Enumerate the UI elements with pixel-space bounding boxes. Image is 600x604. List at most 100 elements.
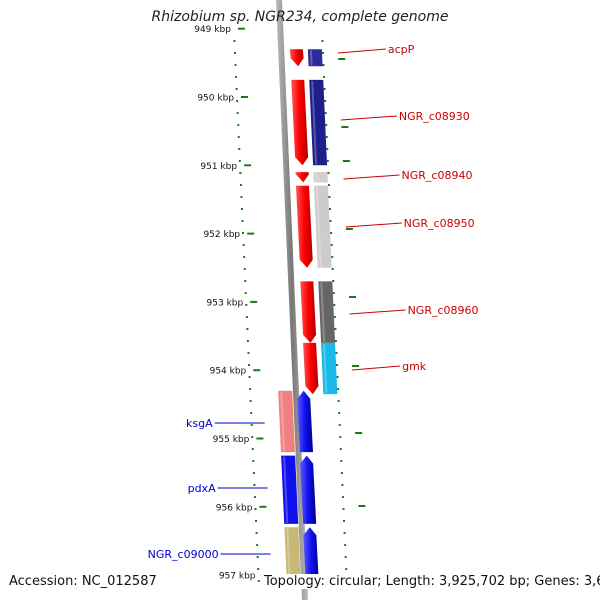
guide-dot: [330, 220, 332, 222]
gene-label-ngr_c08940[interactable]: NGR_c08940: [402, 169, 473, 182]
guide-dot: [326, 148, 328, 150]
guide-dot: [235, 64, 237, 66]
gene-label-acpp[interactable]: acpP: [388, 43, 415, 56]
guide-dot: [247, 352, 249, 354]
guide-dot: [235, 76, 237, 78]
guide-dot: [335, 340, 337, 342]
gene-bar-highlight: [311, 50, 312, 65]
guide-dot: [334, 316, 336, 318]
tick-label: 957 kbp: [219, 572, 256, 582]
guide-dot: [333, 304, 335, 306]
guide-dot: [333, 292, 335, 294]
guide-dot: [249, 388, 251, 390]
tick-label: 950 kbp: [197, 94, 234, 104]
guide-dot: [246, 316, 248, 318]
guide-dot: [244, 280, 246, 282]
guide-dot: [327, 172, 329, 174]
guide-dot: [331, 244, 333, 246]
guide-dot: [250, 412, 252, 414]
guide-dot: [327, 160, 329, 162]
guide-dot: [323, 76, 325, 78]
protein-arrow-ksga[interactable]: [297, 391, 313, 452]
guide-dot: [331, 256, 333, 258]
guide-dot: [241, 208, 243, 210]
guide-dot: [328, 184, 330, 186]
guide-dot: [239, 160, 241, 162]
guide-dot: [250, 400, 252, 402]
guide-dot: [342, 496, 344, 498]
genome-summary-text: Topology: circular; Length: 3,925,702 bp…: [262, 574, 600, 589]
guide-dot: [255, 520, 257, 522]
guide-dot: [236, 88, 238, 90]
tick-label: 949 kbp: [194, 25, 231, 35]
tick-label: 951 kbp: [200, 162, 237, 172]
protein-arrow-ngr_c08960[interactable]: [300, 281, 316, 342]
gene-label-ksga[interactable]: ksgA: [186, 417, 213, 430]
guide-dot: [251, 424, 253, 426]
guide-dot: [340, 448, 342, 450]
gene-label-gmk[interactable]: gmk: [402, 360, 427, 373]
guide-dot: [337, 388, 339, 390]
tick-label: 955 kbp: [213, 435, 250, 445]
guide-dot: [249, 376, 251, 378]
protein-arrow-ngr_c08940[interactable]: [295, 172, 308, 182]
protein-arrow-acpp[interactable]: [290, 49, 304, 66]
guide-dot: [252, 448, 254, 450]
guide-dot: [335, 352, 337, 354]
guide-dot: [340, 460, 342, 462]
tick-label: 952 kbp: [203, 230, 240, 240]
guide-dot: [234, 52, 236, 54]
protein-arrow-ngr_c08950[interactable]: [296, 186, 313, 268]
gene-label-pdxa[interactable]: pdxA: [188, 482, 216, 495]
guide-dot: [245, 304, 247, 306]
guide-dot: [246, 328, 248, 330]
page-title: Rhizobium sp. NGR234, complete genome: [0, 9, 600, 25]
guide-dot: [248, 364, 250, 366]
guide-dot: [339, 436, 341, 438]
guide-dot: [240, 196, 242, 198]
guide-dot: [243, 256, 245, 258]
guide-dot: [330, 232, 332, 234]
guide-dot: [239, 172, 241, 174]
guide-dot: [345, 568, 347, 570]
guide-dot: [343, 520, 345, 522]
guide-dot: [237, 124, 239, 126]
guide-dot: [338, 412, 340, 414]
gene-label-ngr_c08930[interactable]: NGR_c08930: [399, 110, 470, 123]
guide-dot: [256, 544, 258, 546]
label-leader-line: [352, 366, 400, 370]
guide-dot: [344, 532, 346, 534]
guide-dot: [325, 112, 327, 114]
label-leader-line: [344, 175, 400, 179]
gene-label-ngr_c09000[interactable]: NGR_c09000: [148, 548, 219, 561]
label-leader-line: [350, 310, 406, 314]
guide-dot: [341, 484, 343, 486]
guide-dot: [323, 64, 325, 66]
protein-arrow-gmk[interactable]: [303, 343, 318, 394]
guide-dot: [251, 436, 253, 438]
guide-dot: [337, 376, 339, 378]
guide-dot: [334, 328, 336, 330]
guide-dot: [240, 184, 242, 186]
guide-dot: [252, 460, 254, 462]
guide-dot: [338, 400, 340, 402]
guide-dot: [325, 124, 327, 126]
guide-dot: [341, 472, 343, 474]
protein-arrow-ngr_c08930[interactable]: [291, 80, 308, 165]
guide-dot: [322, 52, 324, 54]
guide-dot: [257, 556, 259, 558]
guide-dot: [328, 196, 330, 198]
guide-dot: [332, 280, 334, 282]
guide-dot: [256, 532, 258, 534]
guide-dot: [238, 148, 240, 150]
gene-label-ngr_c08960[interactable]: NGR_c08960: [408, 304, 479, 317]
guide-dot: [242, 220, 244, 222]
gene-label-ngr_c08950[interactable]: NGR_c08950: [404, 217, 475, 230]
guide-dot: [258, 580, 260, 582]
guide-dot: [339, 424, 341, 426]
guide-dot: [238, 136, 240, 138]
guide-dot: [242, 232, 244, 234]
